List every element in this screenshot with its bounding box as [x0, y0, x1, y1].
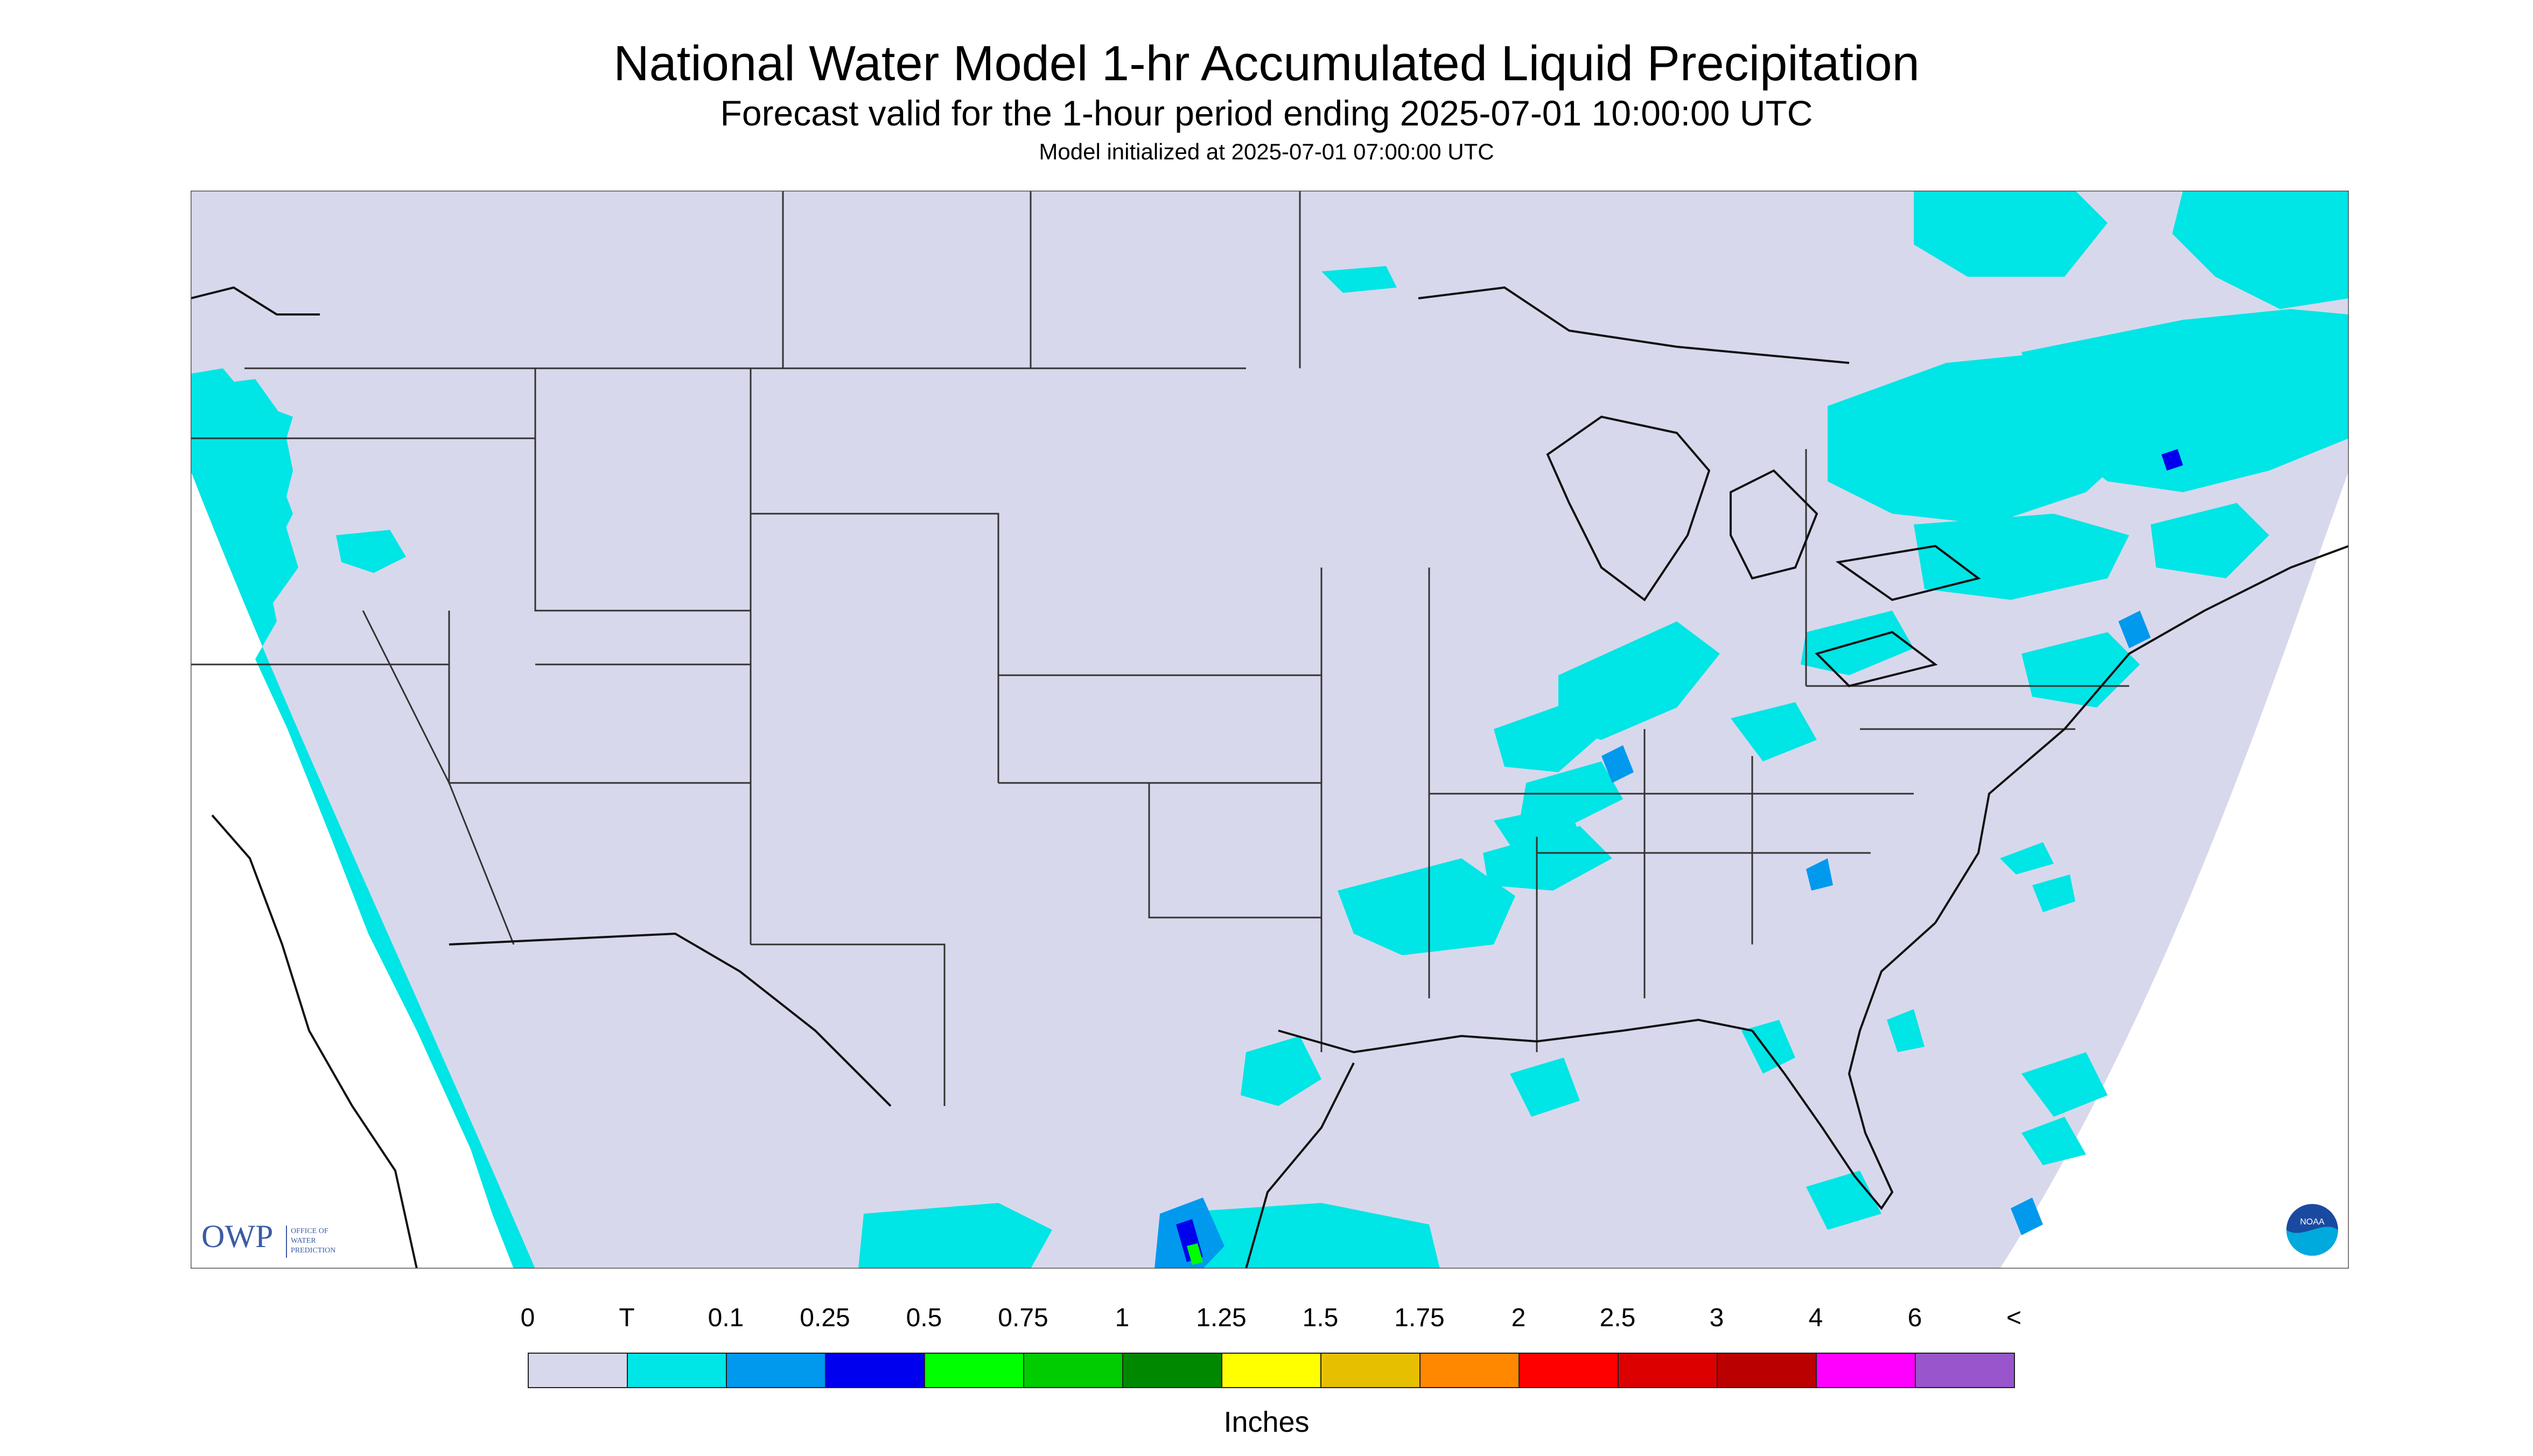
svg-text:OFFICE OF: OFFICE OF: [291, 1227, 328, 1235]
map-subtitle: Forecast valid for the 1-hour period end…: [720, 93, 1813, 133]
legend-label: 0.1: [708, 1304, 744, 1332]
legend-label: 2.5: [1599, 1304, 1636, 1332]
legend-label: 0.75: [998, 1304, 1048, 1332]
precip-legend: 0 T 0.1 0.25 0.5 0.75 1 1.25 1.5 1.75 2 2.5 3 4 6 <: [521, 1303, 2021, 1443]
svg-text:PREDICTION: PREDICTION: [291, 1247, 335, 1255]
precip-light-cores: [1154, 611, 2151, 1269]
legend-swatch: [1915, 1353, 2015, 1388]
svg-text:WATER: WATER: [291, 1237, 316, 1245]
legend-label: 1.75: [1394, 1304, 1445, 1332]
legend-units: Inches: [1223, 1406, 1310, 1438]
owp-logo: OWP OFFICE OF WATER PREDICTION: [201, 1219, 335, 1258]
legend-label: <: [2006, 1304, 2022, 1332]
legend-label: T: [619, 1304, 635, 1332]
svg-text:OWP: OWP: [201, 1219, 273, 1254]
legend-swatch: [1221, 1353, 1321, 1388]
legend-swatch: [627, 1353, 727, 1388]
legend-label: 0.25: [800, 1304, 850, 1332]
legend-label: 1.5: [1302, 1304, 1339, 1332]
legend-swatch: [924, 1353, 1024, 1388]
precip-heavy-cells: [1187, 1243, 1203, 1265]
legend-swatch: [1717, 1353, 1817, 1388]
legend-swatch: [1519, 1353, 1619, 1388]
legend-swatch: [1419, 1353, 1520, 1388]
legend-label: 0: [520, 1304, 535, 1332]
model-init-line: Model initialized at 2025-07-01 07:00:00…: [1039, 139, 1494, 164]
legend-label: 1: [1115, 1304, 1130, 1332]
coastlines: [191, 286, 2349, 1269]
legend-swatch: [1122, 1353, 1222, 1388]
map-title: National Water Model 1-hr Accumulated Li…: [613, 36, 1920, 91]
noaa-logo: NOAA: [2286, 1204, 2338, 1256]
legend-swatch: [1618, 1353, 1718, 1388]
precip-trace-areas: [191, 191, 2349, 1269]
legend-swatch: [1320, 1353, 1421, 1388]
model-domain: [191, 191, 2349, 1269]
legend-swatch: [528, 1353, 628, 1388]
legend-swatch: [1816, 1353, 1916, 1388]
legend-swatch: [825, 1353, 925, 1388]
legend-label: 3: [1709, 1304, 1724, 1332]
svg-text:NOAA: NOAA: [2300, 1217, 2325, 1227]
legend-label: 2: [1511, 1304, 1526, 1332]
legend-swatch: [726, 1353, 826, 1388]
legend-label: 1.25: [1196, 1304, 1247, 1332]
legend-label: 0.5: [906, 1304, 942, 1332]
legend-label: 6: [1907, 1304, 1922, 1332]
state-boundaries: [191, 191, 2129, 1106]
legend-swatch: [1023, 1353, 1123, 1388]
legend-label: 4: [1808, 1304, 1823, 1332]
precipitation-map: OWP OFFICE OF WATER PREDICTION NOAA: [191, 191, 2349, 1269]
